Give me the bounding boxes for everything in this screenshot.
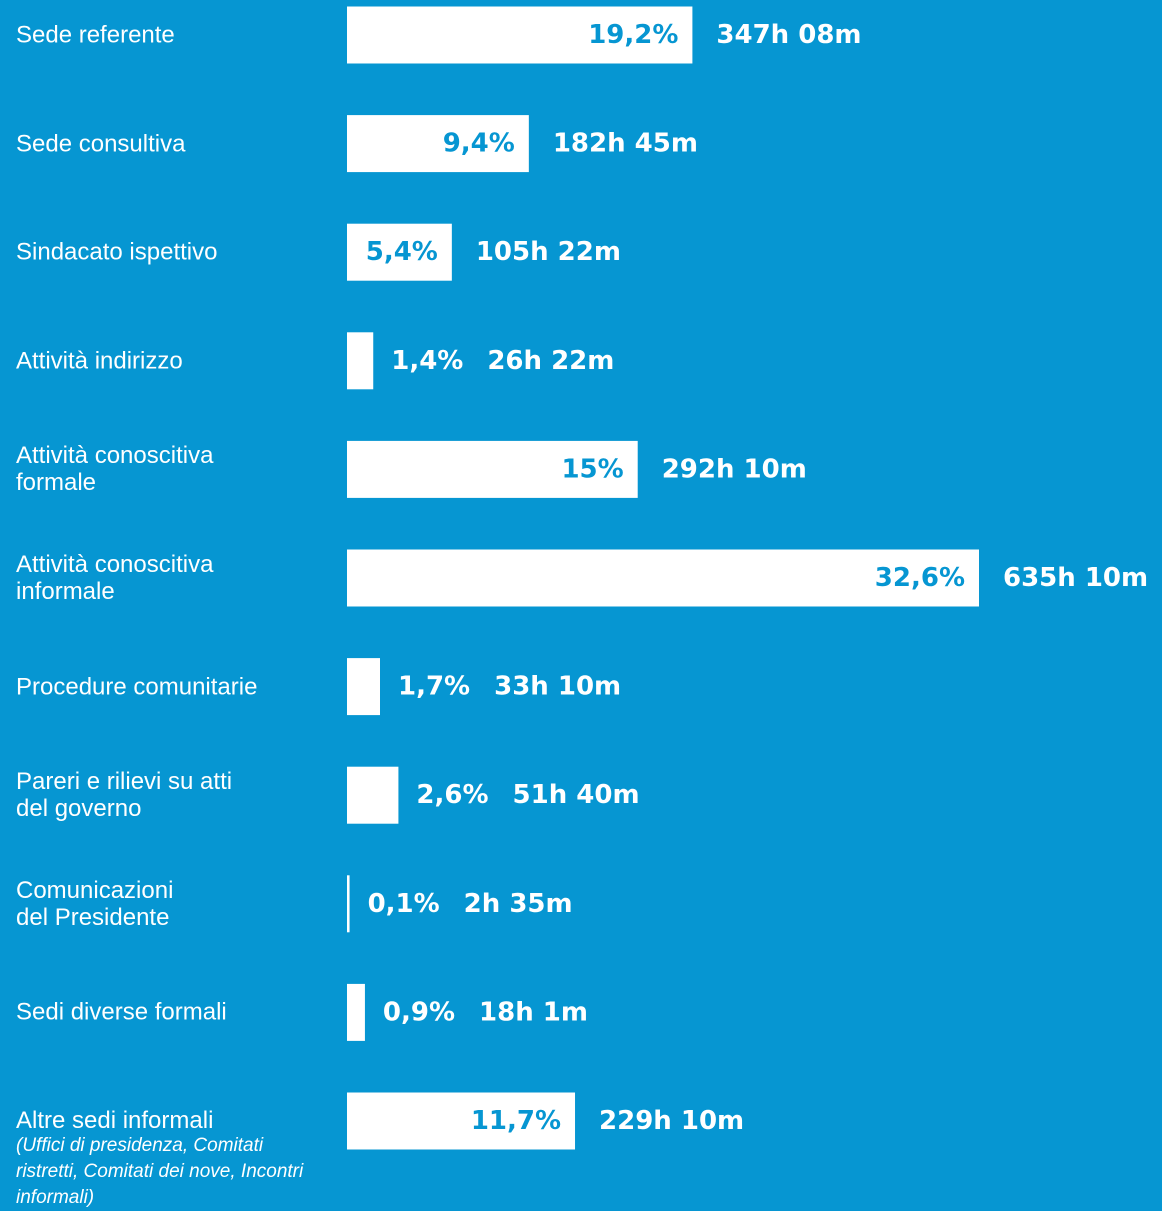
value-label: 635h 10m (1003, 563, 1148, 593)
share-label: 32,6% (875, 563, 965, 593)
category-label: Attività conoscitiva informale (16, 551, 214, 605)
category-label: Pareri e rilievi su atti del governo (16, 768, 233, 823)
value-label: 347h 08m (716, 20, 861, 50)
bar (347, 332, 374, 390)
bar (347, 766, 399, 824)
category-label: Sedi diverse formali (16, 998, 227, 1026)
value-label: 229h 10m (599, 1106, 744, 1136)
share-label: 1,4% (391, 346, 463, 376)
bar (347, 983, 365, 1041)
category-label: Altre sedi informali (16, 1107, 214, 1134)
value-label: 105h 22m (476, 237, 621, 267)
value-label: 33h 10m (494, 672, 621, 702)
bar (347, 549, 979, 607)
value-label: 51h 40m (513, 780, 640, 810)
bar (347, 440, 638, 498)
value-label: 2h 35m (464, 889, 573, 919)
category-label: Sede referente (16, 21, 175, 49)
share-label: 9,4% (443, 129, 515, 159)
bar (347, 115, 529, 173)
category-label: Sindacato ispettivo (16, 238, 218, 266)
share-label: 2,6% (416, 780, 488, 810)
share-label: 0,1% (368, 889, 440, 919)
bar (347, 658, 381, 716)
category-label: Comunicazioni del Presidente (16, 876, 174, 931)
value-label: 26h 22m (487, 346, 614, 376)
share-label: 1,7% (398, 672, 470, 702)
category-note: (Uffici di presidenza, Comitati ristrett… (16, 1135, 304, 1208)
share-label: 19,2% (588, 20, 678, 50)
category-label: Sede consultiva (16, 130, 186, 158)
share-label: 5,4% (366, 237, 438, 267)
bar (347, 6, 693, 64)
category-label: Procedure comunitarie (16, 673, 258, 701)
share-label: 15% (561, 454, 623, 484)
share-label: 0,9% (383, 997, 455, 1027)
value-label: 18h 1m (479, 997, 588, 1027)
bar (347, 1092, 576, 1150)
bar (347, 875, 350, 933)
category-label: Attività indirizzo (16, 347, 183, 375)
share-label: 11,7% (471, 1106, 561, 1136)
category-label: Attività conoscitiva formale (16, 442, 214, 497)
bar (347, 223, 452, 281)
value-label: 182h 45m (553, 129, 698, 159)
value-label: 292h 10m (662, 454, 807, 484)
